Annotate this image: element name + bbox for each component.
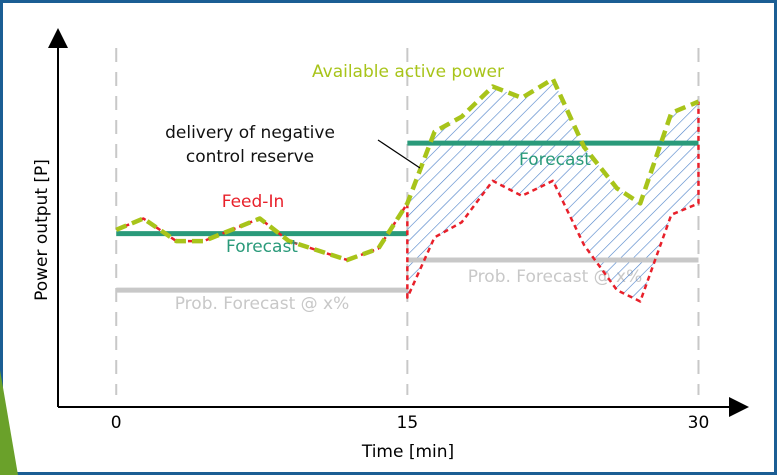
annotation: Forecast: [519, 150, 591, 170]
annotation: Prob. Forecast @ x%: [175, 294, 350, 314]
annotation: Forecast: [226, 237, 298, 257]
x-tick-label: 15: [397, 413, 419, 433]
annotation: Feed-In: [222, 192, 284, 212]
reserve-area: [407, 79, 699, 302]
annotation: control reserve: [186, 147, 314, 167]
annotation: Prob. Forecast @ x%: [468, 267, 643, 287]
annotation: Available active power: [312, 62, 504, 82]
series-line: [115, 76, 700, 263]
annotation: delivery of negative: [165, 123, 335, 143]
y-axis-label: Power output [P]: [32, 159, 52, 301]
decoration: [0, 370, 18, 475]
x-tick-label: 0: [111, 413, 122, 433]
annotation-pointer: [377, 139, 421, 169]
x-tick-label: 30: [688, 413, 710, 433]
x-axis-label: Time [min]: [361, 442, 454, 462]
